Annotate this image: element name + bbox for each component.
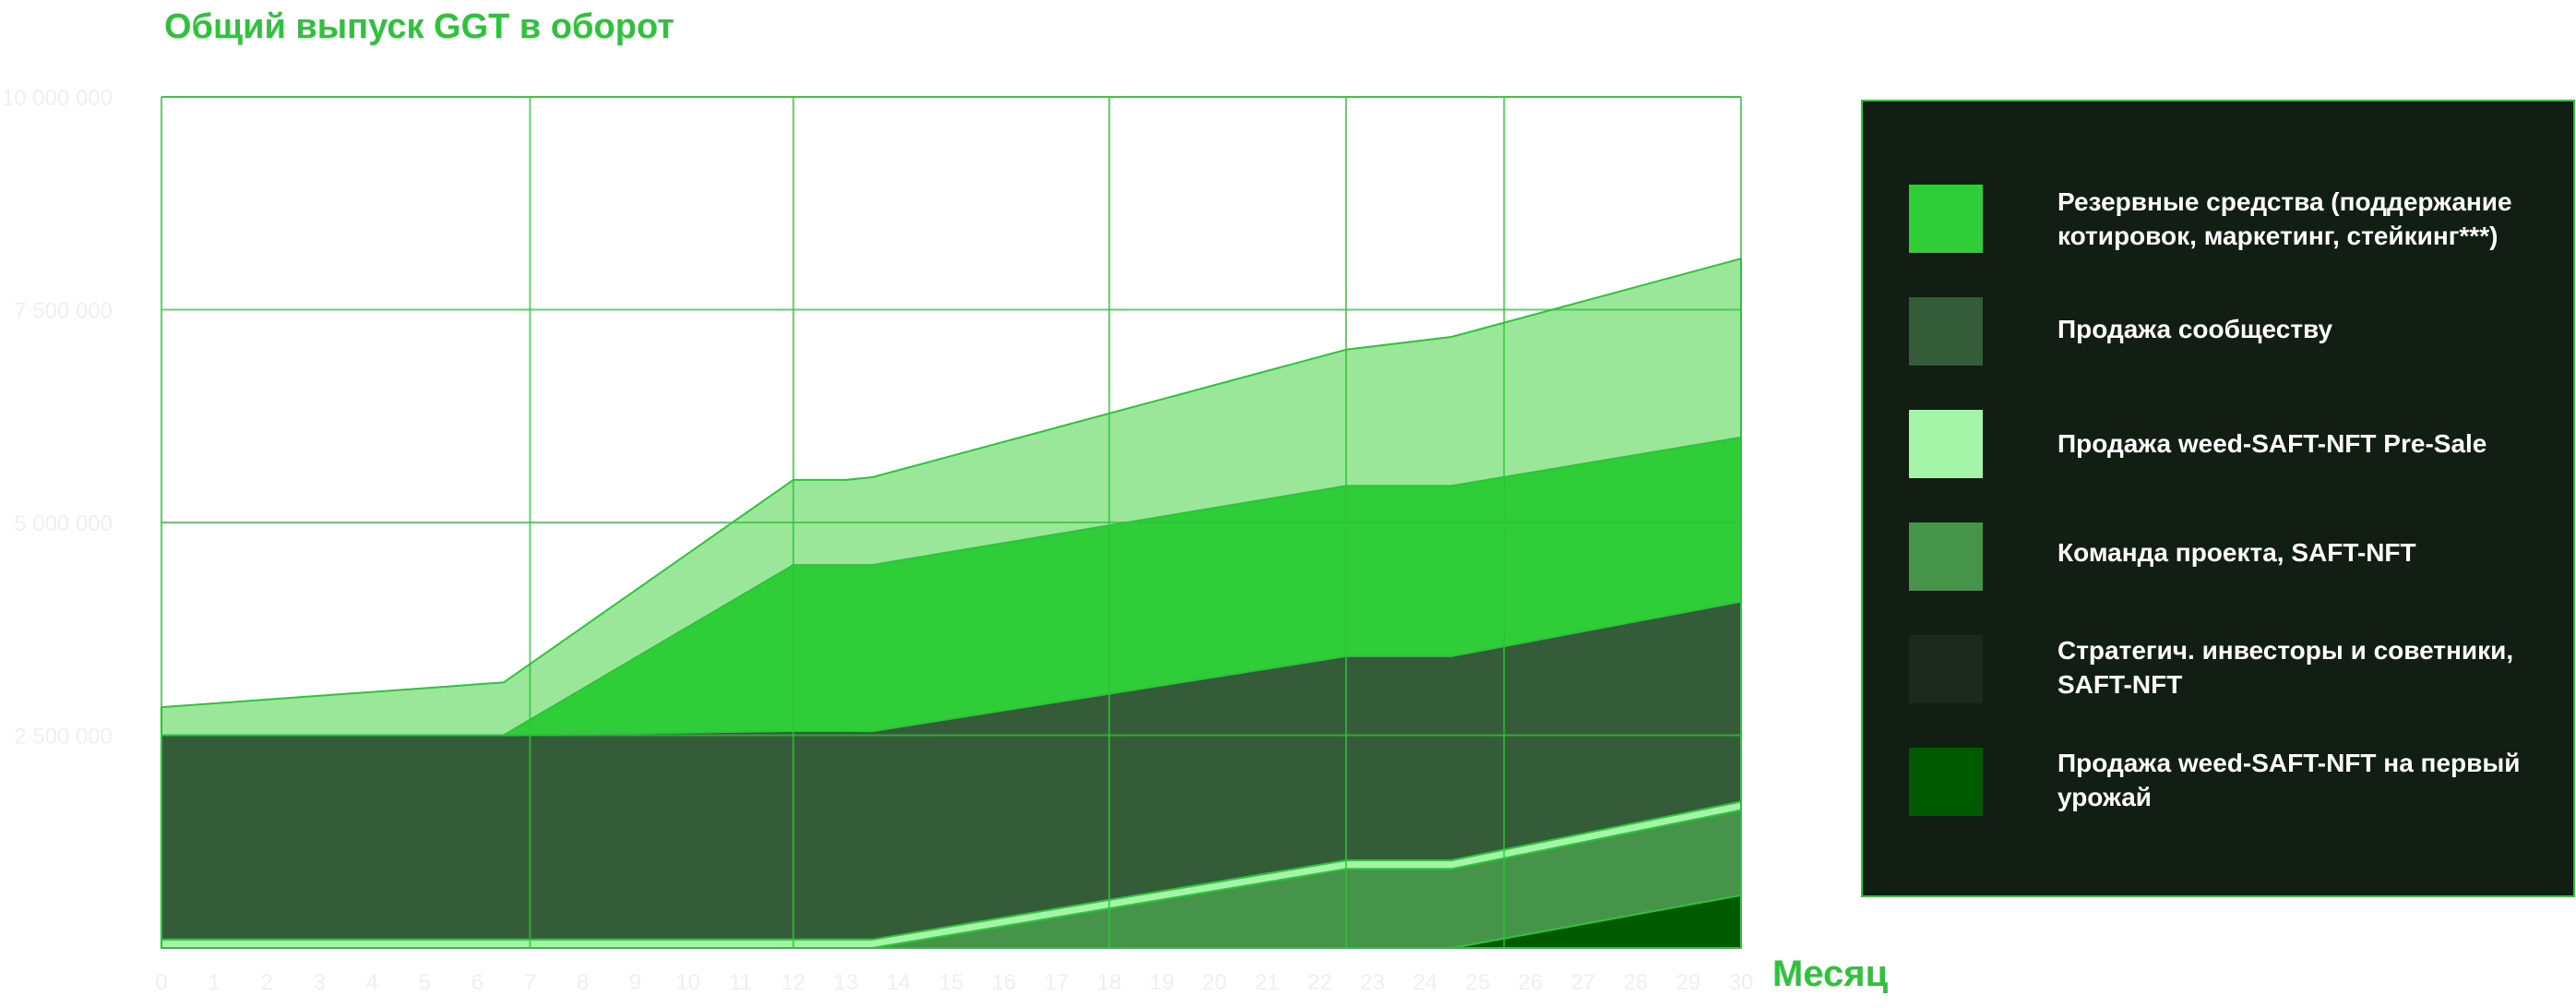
x-tick-labels: 0 1 2 3 4 5 6 7 8 9 10 11 12 13 14 15 16 17 18 19 20 21 22 23 24… (155, 970, 1753, 995)
legend-swatch-presale (1909, 410, 1983, 478)
x-tick-label: 30 (1729, 970, 1754, 995)
legend-label-team: Команда проекта, SAFT-NFT (2057, 538, 2416, 567)
x-tick-label: 27 (1570, 970, 1595, 995)
y-tick-label: 5 000 000 (14, 511, 113, 536)
legend-label-investors: Стратегич. инвесторы и советники, SAFT-N… (2057, 636, 2514, 699)
x-tick-label: 24 (1413, 970, 1437, 995)
x-tick-label: 13 (834, 970, 859, 995)
x-tick-label: 10 (675, 970, 700, 995)
x-tick-label: 25 (1465, 970, 1490, 995)
legend-swatch-community-sale (1909, 297, 1983, 366)
y-tick-labels: 2 500 000 5 000 000 7 500 000 10 000 000 (2, 86, 113, 750)
legend-swatch-investors (1909, 635, 1983, 703)
x-tick-label: 19 (1150, 970, 1175, 995)
y-tick-label: 10 000 000 (2, 86, 113, 111)
y-tick-label: 2 500 000 (14, 725, 113, 750)
x-tick-label: 28 (1624, 970, 1649, 995)
x-tick-label: 21 (1255, 970, 1280, 995)
chart-title: Общий выпуск GGT в оборот (164, 7, 674, 46)
legend-label-community-sale: Продажа сообществу (2057, 315, 2333, 343)
chart-legend: Резервные средства (поддержание котирово… (1861, 100, 2575, 897)
legend-label-first-harvest: Продажа weed-SAFT-NFT на первый урожай (2057, 749, 2521, 811)
x-tick-label: 4 (366, 970, 378, 995)
x-tick-label: 2 (260, 970, 272, 995)
legend-label-presale: Продажа weed-SAFT-NFT Pre-Sale (2057, 429, 2487, 458)
x-tick-label: 1 (208, 970, 220, 995)
x-tick-label: 8 (577, 970, 589, 995)
x-tick-label: 3 (314, 970, 326, 995)
legend-swatch-reserve (1909, 185, 1983, 253)
legend-swatch-first-harvest (1909, 748, 1983, 816)
x-tick-label: 23 (1360, 970, 1385, 995)
x-tick-label: 14 (887, 970, 912, 995)
y-tick-label: 7 500 000 (14, 299, 113, 324)
x-axis-label: Месяц (1772, 954, 1889, 994)
x-tick-label: 16 (992, 970, 1017, 995)
x-tick-label: 6 (471, 970, 483, 995)
x-tick-label: 9 (629, 970, 641, 995)
x-tick-label: 15 (939, 970, 964, 995)
legend-swatch-team (1909, 522, 1983, 591)
x-tick-label: 0 (155, 970, 167, 995)
x-tick-label: 17 (1044, 970, 1069, 995)
x-tick-label: 5 (419, 970, 431, 995)
x-tick-label: 20 (1202, 970, 1227, 995)
x-tick-label: 29 (1676, 970, 1701, 995)
x-tick-label: 22 (1307, 970, 1332, 995)
gridlines (161, 96, 1742, 949)
x-tick-label: 12 (781, 970, 805, 995)
x-tick-label: 26 (1518, 970, 1543, 995)
legend-label-reserve: Резервные средства (поддержание котирово… (2057, 187, 2512, 250)
x-tick-label: 11 (729, 970, 752, 995)
x-tick-label: 18 (1097, 970, 1122, 995)
x-tick-label: 7 (524, 970, 536, 995)
